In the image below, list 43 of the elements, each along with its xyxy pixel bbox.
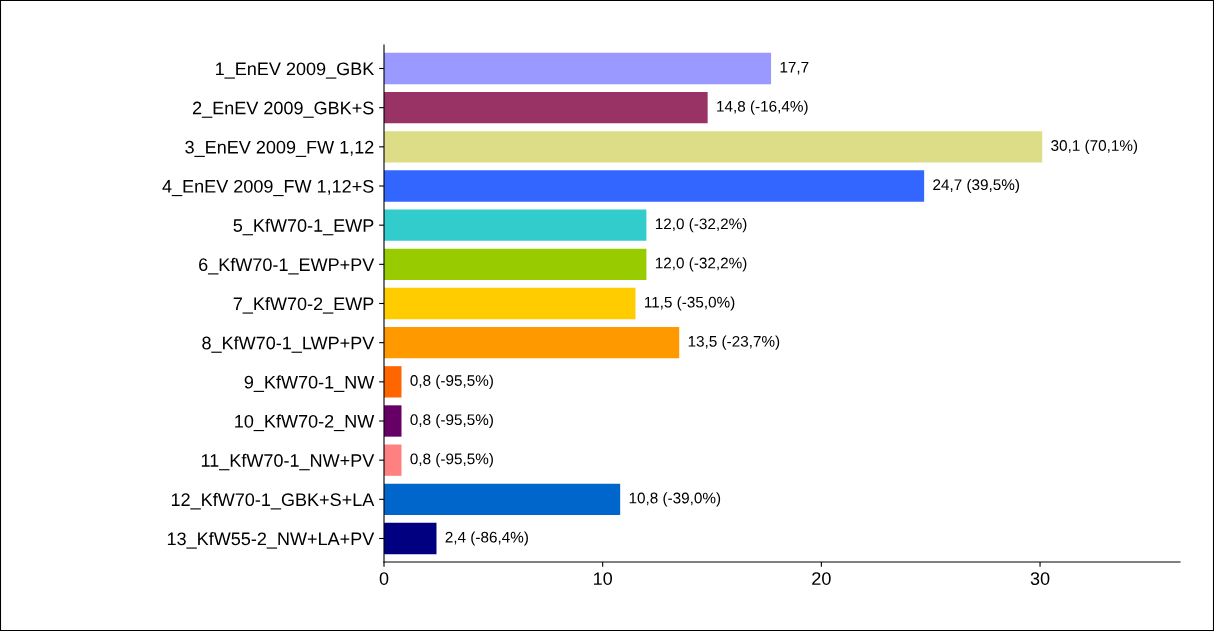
bar	[384, 209, 647, 241]
x-tick-label: 20	[812, 572, 831, 585]
data-label: 10,8 (-39,0%)	[629, 492, 721, 507]
bar	[384, 131, 1043, 163]
y-tick-label: 5_KfW70-1_EWP	[233, 218, 374, 236]
bar	[384, 327, 680, 359]
bar	[384, 92, 708, 124]
bar	[384, 522, 437, 555]
data-label: 14,8 (-16,4%)	[717, 100, 808, 115]
x-tick-label: 0	[379, 572, 389, 585]
bar	[384, 444, 402, 476]
data-label: 12,0 (-32,2%)	[655, 257, 747, 272]
y-tick-label: 13_KfW55-2_NW+LA+PV	[167, 531, 375, 549]
y-tick-label: 1_EnEV 2009_GBK	[216, 62, 375, 79]
y-tick-label: 4_EnEV 2009_FW 1,12+S	[162, 179, 374, 197]
bar	[384, 405, 402, 437]
y-tick-label: 3_EnEV 2009_FW 1,12	[185, 140, 374, 157]
data-label: 17,7	[780, 61, 809, 75]
y-tick-label: 2_EnEV 2009_GBK+S	[192, 101, 374, 118]
bar	[384, 287, 636, 320]
y-tick-label: 7_KfW70-2_EWP	[233, 296, 374, 314]
data-label: 30,1 (70,1%)	[1051, 139, 1138, 154]
x-tick-label: 30	[1030, 572, 1050, 585]
data-label: 13,5 (-23,7%)	[688, 335, 780, 350]
y-tick-label: 8_KfW70-1_LWP+PV	[202, 336, 375, 353]
y-tick-label: 6_KfW70-1_EWP+PV	[199, 257, 375, 275]
y-tick-label: 12_KfW70-1_GBK+S+LA	[171, 492, 375, 510]
bar	[384, 170, 925, 202]
bar	[384, 366, 402, 398]
data-label: 0,8 (-95,5%)	[410, 413, 493, 429]
bar	[384, 248, 647, 280]
data-label: 0,8 (-95,5%)	[410, 374, 493, 389]
data-label: 0,8 (-95,5%)	[410, 453, 493, 468]
data-label: 24,7 (39,5%)	[933, 178, 1019, 194]
x-tick-label: 10	[594, 572, 613, 585]
data-label: 11,5 (-35,0%)	[644, 296, 735, 311]
data-label: 12,0 (-32,2%)	[655, 218, 747, 233]
bar	[384, 483, 621, 515]
bar	[384, 52, 772, 85]
y-tick-label: 9_KfW70-1_NW	[244, 375, 375, 392]
y-tick-label: 10_KfW70-2_NW	[235, 414, 375, 432]
data-label: 2,4 (-86,4%)	[445, 531, 528, 546]
y-tick-label: 11_KfW70-1_NW+PV	[201, 453, 375, 471]
